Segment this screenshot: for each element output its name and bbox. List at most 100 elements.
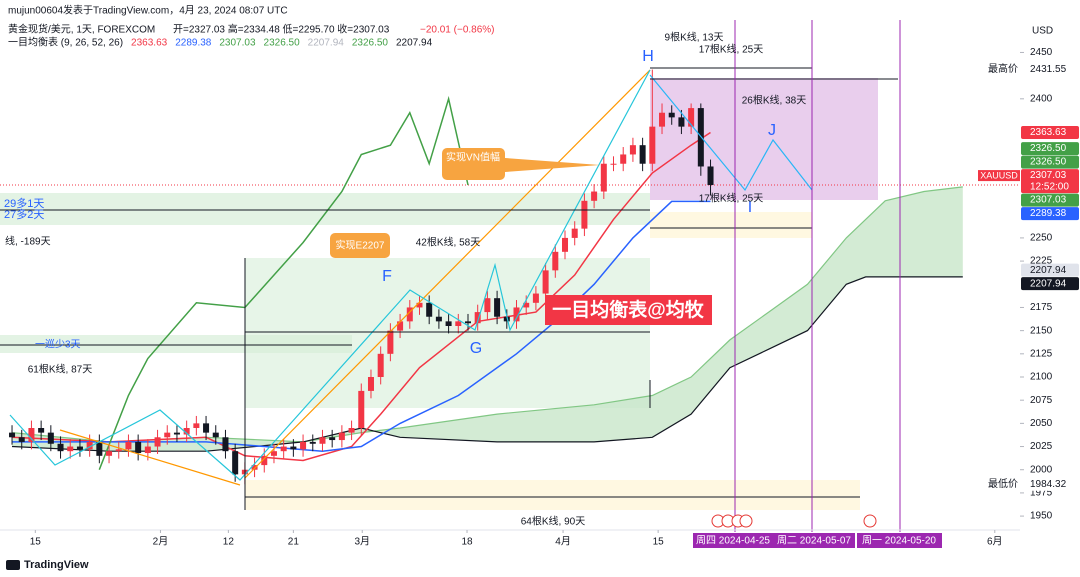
candle-body: [203, 423, 210, 433]
candle-body: [212, 432, 219, 438]
wave-label: I: [748, 199, 752, 216]
y-tick-label: 2450: [1030, 47, 1053, 58]
callout-text: 实现E2207: [336, 239, 385, 252]
candle-body: [542, 270, 549, 294]
range-box: [650, 212, 812, 238]
footer: TradingView: [6, 559, 89, 571]
y-tick-label: 2000: [1030, 464, 1053, 475]
candle-body: [144, 446, 151, 454]
candle-body: [591, 191, 598, 201]
date-tag-text: 周二 2024-05-07: [777, 535, 851, 547]
x-tick-label: 6月: [987, 536, 1003, 548]
x-tick-label: 12: [223, 537, 235, 548]
y-tick-label: 2175: [1030, 302, 1053, 313]
candle-body: [232, 451, 239, 475]
candle-body: [445, 321, 452, 326]
candle-body: [222, 437, 229, 452]
symbol: 黄金现货/美元, 1天, FOREXCOM: [8, 23, 155, 36]
candle-body: [309, 441, 316, 444]
candle-body: [659, 112, 666, 127]
candle-body: [338, 432, 345, 441]
projection-line: [649, 74, 813, 192]
candle-body: [319, 437, 326, 444]
price-tag: [1021, 63, 1079, 77]
ohlc: 开=2327.03 高=2334.48 低=2295.70 收=2307.03: [173, 23, 390, 36]
x-tick-label: 3月: [354, 536, 370, 548]
measure-label: 29多1天: [4, 196, 44, 210]
x-tick-label: 18: [461, 537, 473, 548]
indicator-value: 2326.50: [264, 38, 301, 49]
callout-pointer: [505, 158, 600, 172]
y-tick-label: 2125: [1030, 348, 1053, 359]
price-tag: [1021, 263, 1079, 277]
candle-body: [329, 437, 336, 441]
cloud-span: [11, 276, 963, 452]
price-tag-text: 2363.63: [1030, 127, 1067, 138]
price-tag-text: 2289.38: [1030, 208, 1067, 219]
price-tag: [1021, 155, 1079, 169]
price-tag: [1021, 126, 1079, 140]
event-icon: [863, 514, 877, 528]
candle-body: [523, 302, 530, 308]
wave-line: [9, 69, 651, 481]
candle-body: [571, 228, 578, 238]
candle-body: [455, 321, 462, 326]
candle-body: [270, 451, 277, 456]
candle-body: [135, 441, 142, 454]
event-icon: [739, 514, 753, 528]
x-tick-label: 2月: [153, 536, 169, 548]
y-tick-label: 1975: [1030, 488, 1053, 499]
price-tag: [1021, 477, 1079, 491]
symbol-tag-text: XAUUSD: [980, 170, 1018, 180]
callout-text: 实现VN值幅: [446, 151, 500, 164]
measure-label: 42根K线, 58天: [416, 236, 480, 249]
header: mujun00604发表于TradingView.com，4月 23, 2024…: [8, 4, 495, 49]
callout: [330, 233, 390, 258]
candle-body: [261, 455, 268, 466]
candle-body: [707, 166, 714, 186]
date-tag: [773, 533, 855, 548]
candle-body: [387, 330, 394, 354]
range-box: [245, 480, 860, 510]
candle-body: [610, 163, 617, 165]
drawing-labels: H J I F G 9根K线, 13天 17根K线, 25天 17根K线, 25…: [4, 31, 806, 528]
event-icons: [711, 514, 877, 528]
candle-body: [649, 126, 656, 164]
indicator: 一目均衡表 (9, 26, 52, 26): [8, 36, 123, 49]
candle-body: [106, 451, 113, 456]
candle-body: [38, 428, 45, 433]
price-tag: [1021, 277, 1079, 291]
candle-body: [435, 316, 442, 322]
measure-label: 17根K线, 25天: [699, 192, 763, 205]
candle-body: [358, 390, 365, 428]
candle-body: [348, 428, 355, 433]
cloud-fill: [12, 186, 963, 452]
range-box: [650, 78, 878, 200]
candle-body: [600, 163, 607, 192]
candle-body: [164, 432, 171, 438]
candle-body: [67, 446, 74, 452]
candle-body: [377, 353, 384, 377]
countdown: 12:52:00: [1030, 182, 1069, 193]
price-tag: [1021, 169, 1079, 194]
y-tick-label: 1950: [1030, 511, 1053, 522]
candle-body: [115, 449, 122, 452]
price-tag: [1021, 193, 1079, 207]
price-tag-text: 2207.94: [1030, 278, 1067, 289]
y-tick-label: 2150: [1030, 325, 1053, 336]
measure-label: 64根K线, 90天: [521, 515, 585, 528]
price-tag: [1021, 207, 1079, 221]
y-tick-label: 2025: [1030, 441, 1053, 452]
candle-body: [251, 465, 258, 470]
candle-body: [532, 293, 539, 303]
brand: TradingView: [24, 559, 89, 571]
price-tag-text: 2326.50: [1030, 157, 1067, 168]
candle-body: [173, 432, 180, 435]
candle-body: [9, 432, 16, 438]
measure-label: 线, -189天: [5, 235, 51, 248]
price-tag-text: 2326.50: [1030, 143, 1067, 154]
symbol-tag: [978, 170, 1020, 182]
measure-label: 27多2天: [4, 207, 44, 221]
